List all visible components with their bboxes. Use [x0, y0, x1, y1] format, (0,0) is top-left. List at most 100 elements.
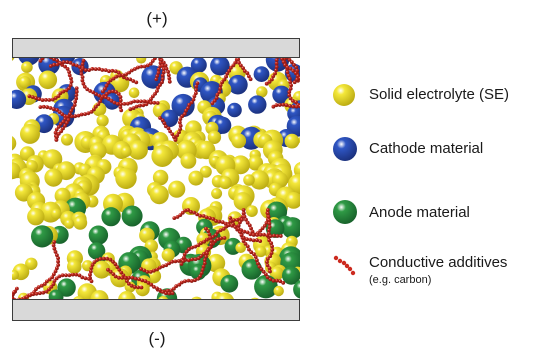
conductive-additive-dot — [96, 102, 101, 107]
conductive-additive-dot — [67, 86, 71, 90]
conductive-additive-dot — [258, 228, 263, 233]
conductive-additive-dot — [83, 68, 88, 72]
conductive-additive-dot — [288, 80, 293, 84]
conductive-additive-dot — [258, 239, 263, 244]
conductive-additive-dot — [57, 125, 61, 129]
conductive-additive-dot — [61, 126, 65, 131]
conductive-additive-dot — [161, 67, 166, 71]
conductive-additive-dot — [227, 68, 232, 73]
conductive-additive-dot — [264, 81, 269, 86]
conductive-additive-dot — [125, 76, 129, 81]
solid-electrolyte-particle — [168, 180, 186, 198]
conductive-additive-dot — [208, 245, 213, 250]
conductive-additive-dot — [221, 227, 226, 231]
green-sphere-icon — [333, 200, 357, 224]
anode-particle — [281, 217, 300, 239]
conductive-additive-dot — [288, 66, 293, 71]
conductive-additive-dot — [101, 256, 106, 261]
conductive-additive-dot — [189, 210, 193, 214]
conductive-additive-dot — [12, 290, 17, 295]
anode-particle — [293, 280, 300, 299]
conductive-additive-dot — [182, 255, 186, 260]
solid-electrolyte-particle — [92, 260, 111, 279]
conductive-additive-dot — [287, 93, 292, 98]
conductive-additive-dot — [133, 67, 137, 71]
conductive-additive-dot — [83, 276, 88, 281]
blue-sphere-icon — [333, 137, 357, 161]
conductive-additive-dot — [60, 273, 65, 278]
conductive-additive-dot — [53, 269, 58, 274]
conductive-additive-dot — [280, 58, 284, 61]
conductive-additive-dot — [69, 79, 74, 84]
conductive-additive-dot — [44, 289, 49, 294]
conductive-additive-dot — [218, 86, 223, 91]
legend-label-anode-material: Anode material — [369, 204, 470, 221]
conductive-additive-dot — [205, 251, 209, 256]
conductive-additive-dot — [118, 95, 123, 99]
conductive-additive-dot — [167, 291, 172, 296]
conductive-additive-dot — [65, 67, 70, 71]
conductive-additive-dot — [190, 245, 194, 250]
conductive-additive-dot — [158, 83, 162, 87]
conductive-additive-dot — [269, 241, 274, 246]
solid-electrolyte-particle — [90, 290, 109, 299]
conductive-additive-dot — [267, 218, 272, 223]
conductive-additive-dot — [169, 288, 173, 293]
conductive-additive-dot — [106, 97, 111, 101]
legend-label-solid-electrolyte: Solid electrolyte (SE) — [369, 86, 510, 103]
conductive-additive-dot — [247, 74, 251, 79]
conductive-additive-dot — [138, 103, 142, 108]
conductive-additive-dot — [68, 60, 73, 65]
conductive-additive-dot — [103, 86, 107, 91]
conductive-additive-dot — [107, 90, 112, 94]
conductive-additive-dot — [295, 77, 299, 82]
conductive-additive-dot — [66, 118, 71, 122]
conductive-additive-dot — [89, 266, 94, 270]
conductive-additive-dot — [248, 232, 253, 237]
conductive-additive-dot — [80, 62, 85, 66]
conductive-additive-dot — [77, 65, 82, 69]
solid-electrolyte-particle — [44, 168, 63, 187]
solid-electrolyte-particle — [273, 285, 284, 297]
conductive-additive-dot — [266, 211, 270, 216]
conductive-additive-dot — [51, 243, 56, 248]
conductive-additive-dot — [118, 98, 123, 103]
conductive-additive-dot — [179, 262, 184, 266]
conductive-additive-dot — [170, 259, 175, 264]
conductive-additive-dot — [291, 68, 296, 73]
conductive-additive-dot — [204, 254, 208, 259]
conductive-additive-dot — [274, 68, 278, 73]
conductive-additive-dot — [17, 297, 22, 299]
conductive-additive-dot — [94, 104, 98, 109]
conductive-additive-dot — [215, 230, 220, 235]
conductive-additive-dot — [158, 265, 162, 270]
conductive-additive-dot — [57, 274, 62, 279]
conductive-additive-dot — [155, 74, 160, 78]
conductive-additive-dot — [153, 91, 158, 96]
conductive-additive-dot — [195, 81, 200, 86]
conductive-additive-dot — [267, 238, 272, 243]
conductive-additive-dot — [175, 215, 180, 219]
conductive-additive-dot — [186, 278, 191, 283]
conductive-additive-dot — [74, 93, 79, 97]
conductive-additive-dot — [182, 252, 187, 257]
conductive-additive-dot — [182, 112, 187, 116]
conductive-additive-dot — [263, 223, 267, 228]
conductive-additive-dot — [267, 228, 271, 233]
additive-dot — [341, 260, 347, 266]
conductive-additive-dot — [41, 290, 46, 295]
conductive-additive-dot — [190, 257, 195, 262]
solid-electrolyte-particle — [180, 153, 197, 169]
conductive-additive-dot — [285, 65, 290, 70]
conductive-additive-dot — [69, 109, 74, 113]
conductive-additive-dot — [108, 78, 113, 83]
conductive-additive-dot — [139, 267, 143, 271]
conductive-additive-dot — [134, 104, 139, 109]
conductive-additive-dot — [251, 232, 256, 237]
solid-electrolyte-particle — [211, 188, 223, 199]
conductive-additive-dot — [160, 290, 165, 294]
anode-particle — [57, 278, 76, 297]
conductive-additive-dot — [202, 252, 206, 256]
conductive-additive-dot — [129, 68, 134, 73]
